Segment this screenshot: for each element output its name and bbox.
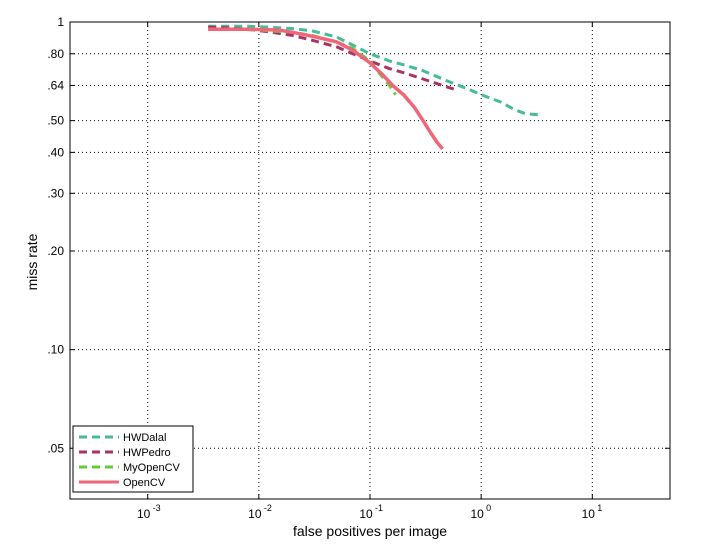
series-line-hwpedro	[208, 25, 457, 92]
y-ticks: 1 .80 .64 .50 .40 .30 .20 .10 .05	[47, 15, 670, 455]
x-tick-base: 10	[470, 507, 484, 521]
y-tick-label: .80	[47, 47, 64, 61]
legend: HWDalal HWPedro MyOpenCV OpenCV	[72, 425, 194, 493]
grid	[70, 21, 670, 499]
legend-label: MyOpenCV	[123, 462, 181, 474]
legend-label: HWDalal	[123, 432, 166, 444]
y-tick-label: .30	[47, 186, 64, 200]
legend-label: OpenCV	[123, 477, 166, 489]
y-tick-label: .10	[47, 343, 64, 357]
x-tick-base: 10	[248, 507, 262, 521]
series-line-hwdalal	[208, 24, 542, 117]
x-tick-label: 10 -2	[248, 503, 272, 521]
y-tick-label: .50	[47, 114, 64, 128]
x-tick-exponent: -1	[375, 503, 383, 513]
legend-item: MyOpenCV	[79, 462, 181, 474]
x-tick-exponent: -3	[153, 503, 161, 513]
y-tick-label: .40	[47, 145, 64, 159]
legend-item: HWPedro	[79, 447, 171, 459]
x-tick-exponent: -2	[264, 503, 272, 513]
legend-label: HWPedro	[123, 447, 171, 459]
x-tick-exponent: 1	[597, 503, 602, 513]
legend-item: HWDalal	[79, 432, 166, 444]
y-tick-label: 1	[57, 15, 64, 29]
y-tick-label: .05	[47, 441, 64, 455]
legend-item: OpenCV	[79, 477, 166, 489]
y-tick-label: .64	[47, 79, 64, 93]
x-tick-base: 10	[359, 507, 373, 521]
series-layer	[208, 24, 542, 151]
y-tick-label: .20	[47, 244, 64, 258]
x-ticks: 10 -3 10 -2 10 -1 10 0 10 1	[137, 22, 602, 521]
series-line-opencv	[208, 27, 444, 151]
x-tick-label: 10 -1	[359, 503, 383, 521]
x-tick-base: 10	[137, 507, 151, 521]
x-tick-label: 10 -3	[137, 503, 161, 521]
y-axis-label: miss rate	[24, 233, 40, 290]
x-axis-label: false positives per image	[293, 523, 447, 539]
x-tick-base: 10	[582, 507, 596, 521]
x-tick-exponent: 0	[486, 503, 491, 513]
x-tick-label: 10 1	[582, 503, 603, 521]
x-tick-label: 10 0	[470, 503, 491, 521]
